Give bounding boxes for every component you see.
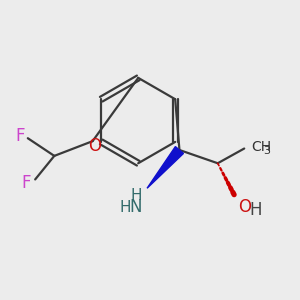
Text: H: H <box>249 201 262 219</box>
Text: H: H <box>130 188 142 203</box>
Text: H: H <box>119 200 131 215</box>
Text: O: O <box>238 198 251 216</box>
Text: F: F <box>22 174 31 192</box>
Text: F: F <box>16 127 25 145</box>
Polygon shape <box>147 147 184 188</box>
Text: O: O <box>88 136 101 154</box>
Text: N: N <box>130 198 142 216</box>
Text: 3: 3 <box>263 146 270 156</box>
Text: CH: CH <box>252 140 272 154</box>
